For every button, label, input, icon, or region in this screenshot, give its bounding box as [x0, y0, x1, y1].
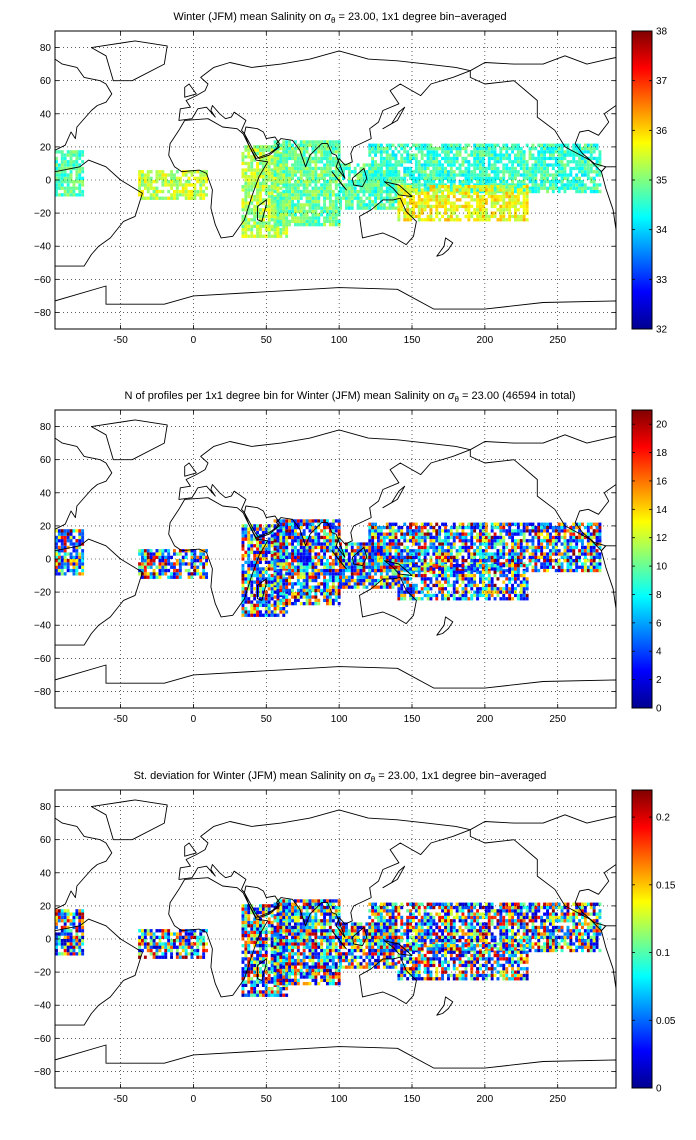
y-tick-label: 20 — [40, 142, 52, 153]
colorbar-tick-label: 35 — [656, 176, 668, 187]
x-tick-label: 100 — [331, 335, 348, 346]
panel-title: N of profiles per 1x1 degree bin for Win… — [124, 390, 575, 404]
y-tick-label: 40 — [40, 488, 52, 499]
y-tick-label: −40 — [34, 242, 51, 253]
y-tick-label: 40 — [40, 109, 52, 120]
colorbar-gradient — [631, 789, 653, 1089]
colorbar-tick-label: 32 — [656, 325, 668, 336]
colorbar-tick-label: 18 — [656, 448, 668, 459]
axes-frame — [54, 30, 617, 330]
colorbar: 0 2 4 6 8 10 12 14 16 18 20 — [631, 409, 668, 715]
colorbar: 32 33 34 35 36 37 38 — [631, 27, 668, 336]
colorbar-tick-label: 0.15 — [656, 880, 676, 891]
x-tick-label: -50 — [113, 714, 128, 725]
y-tick-label: −20 — [34, 968, 51, 979]
colorbar-tick-label: 0 — [656, 704, 662, 715]
panel-mean-salinity: Winter (JFM) mean Salinity on σθ = 23.00… — [34, 11, 668, 346]
x-tick-label: 100 — [331, 1094, 348, 1105]
colorbar-tick-label: 12 — [656, 533, 668, 544]
colorbar-tick-label: 10 — [656, 562, 668, 573]
panel-title: Winter (JFM) mean Salinity on σθ = 23.00… — [173, 11, 506, 25]
x-tick-label: 150 — [404, 335, 421, 346]
x-tick-label: 200 — [477, 335, 494, 346]
coastlines — [55, 40, 616, 329]
x-tick-label: -50 — [113, 1094, 128, 1105]
panel-profile-count: N of profiles per 1x1 degree bin for Win… — [34, 390, 668, 725]
x-tick-label: 200 — [477, 714, 494, 725]
x-tick-label: 150 — [404, 714, 421, 725]
grid-lines — [55, 31, 616, 329]
y-tick-label: −80 — [34, 308, 51, 319]
colorbar-tick-label: 0.05 — [656, 1016, 676, 1027]
coastlines — [55, 799, 616, 1088]
x-tick-label: 50 — [261, 335, 273, 346]
y-tick-label: −20 — [34, 588, 51, 599]
x-tick-label: 50 — [261, 714, 273, 725]
y-tick-label: 60 — [40, 835, 52, 846]
colorbar-tick-label: 20 — [656, 420, 668, 431]
y-tick-label: 80 — [40, 422, 52, 433]
colorbar-tick-label: 36 — [656, 126, 668, 137]
y-tick-label: 40 — [40, 868, 52, 879]
y-tick-label: −60 — [34, 275, 51, 286]
axes-frame — [54, 409, 617, 709]
y-tick-label: −60 — [34, 654, 51, 665]
x-tick-label: -50 — [113, 335, 128, 346]
x-tick-label: 0 — [191, 1094, 197, 1105]
y-tick-label: 60 — [40, 76, 52, 87]
colorbar-tick-label: 34 — [656, 225, 668, 236]
colorbar-tick-label: 2 — [656, 675, 662, 686]
y-tick-label: 20 — [40, 901, 52, 912]
coastlines — [55, 419, 616, 708]
colorbar-tick-label: 38 — [656, 27, 668, 38]
x-tick-label: 250 — [549, 1094, 566, 1105]
x-tick-label: 200 — [477, 1094, 494, 1105]
y-tick-label: −60 — [34, 1034, 51, 1045]
colorbar-tick-label: 0.2 — [656, 813, 670, 824]
y-tick-label: −40 — [34, 1001, 51, 1012]
colorbar-tick-label: 6 — [656, 618, 662, 629]
colorbar-tick-label: 16 — [656, 476, 668, 487]
y-tick-label: −80 — [34, 1067, 51, 1078]
x-tick-label: 100 — [331, 714, 348, 725]
colorbar-tick-label: 14 — [656, 505, 668, 516]
y-tick-label: 80 — [40, 802, 52, 813]
x-tick-label: 150 — [404, 1094, 421, 1105]
colorbar-tick-label: 33 — [656, 275, 668, 286]
colorbar-tick-label: 8 — [656, 590, 662, 601]
panel-title: St. deviation for Winter (JFM) mean Sali… — [134, 770, 547, 784]
panel-salinity-std: St. deviation for Winter (JFM) mean Sali… — [34, 770, 676, 1105]
y-tick-label: −40 — [34, 621, 51, 632]
colorbar-gradient — [631, 409, 653, 709]
colorbar-tick-label: 37 — [656, 76, 668, 87]
x-tick-label: 250 — [549, 335, 566, 346]
x-tick-label: 0 — [191, 714, 197, 725]
colorbar-tick-label: 0.1 — [656, 948, 670, 959]
y-tick-label: 0 — [45, 176, 51, 187]
grid-lines — [55, 410, 616, 708]
colorbar-tick-label: 4 — [656, 647, 662, 658]
x-tick-label: 50 — [261, 1094, 273, 1105]
y-tick-label: −80 — [34, 687, 51, 698]
y-tick-label: 0 — [45, 555, 51, 566]
y-tick-label: 20 — [40, 521, 52, 532]
data-cells — [55, 519, 602, 617]
data-cells — [55, 899, 602, 997]
colorbar: 0 0.05 0.1 0.15 0.2 — [631, 789, 676, 1095]
y-tick-label: −20 — [34, 209, 51, 220]
axes-frame — [54, 789, 617, 1089]
x-tick-label: 0 — [191, 335, 197, 346]
y-tick-label: 0 — [45, 935, 51, 946]
x-tick-label: 250 — [549, 714, 566, 725]
colorbar-tick-label: 0 — [656, 1084, 662, 1095]
y-tick-label: 60 — [40, 455, 52, 466]
y-tick-label: 80 — [40, 43, 52, 54]
grid-lines — [55, 790, 616, 1088]
